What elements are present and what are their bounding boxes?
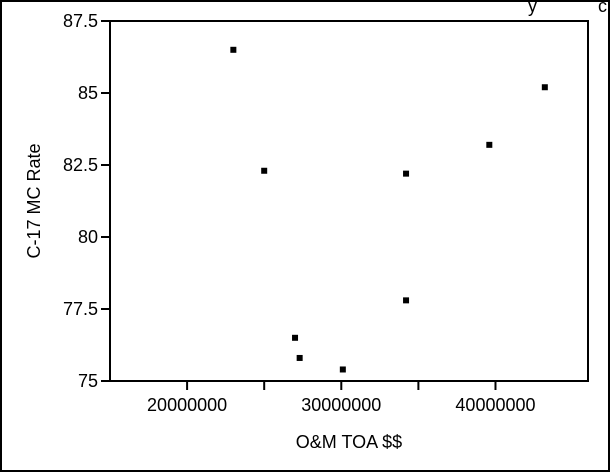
cropped-title-fragment-right: c bbox=[598, 0, 607, 16]
scatter-point bbox=[486, 141, 493, 148]
cropped-title-fragment: y bbox=[528, 0, 537, 16]
scatter-point bbox=[296, 354, 303, 361]
data-points bbox=[230, 46, 548, 373]
scatter-point bbox=[403, 170, 410, 177]
y-tick-label: 77.5 bbox=[63, 299, 98, 319]
y-tick-label: 87.5 bbox=[63, 11, 98, 31]
scatter-point bbox=[541, 84, 548, 91]
scatter-point bbox=[339, 366, 346, 373]
y-tick-label: 75 bbox=[78, 371, 98, 391]
scatter-point bbox=[261, 167, 268, 174]
x-tick-label: 40000000 bbox=[455, 395, 535, 415]
y-tick-label: 80 bbox=[78, 227, 98, 247]
y-axis-title: C-17 MC Rate bbox=[24, 143, 44, 258]
x-axis-title: O&M TOA $$ bbox=[296, 432, 402, 452]
x-axis: 20000000 30000000 40000000 bbox=[147, 381, 536, 415]
y-tick-label: 85 bbox=[78, 83, 98, 103]
scatter-point bbox=[230, 46, 237, 53]
x-tick-label: 30000000 bbox=[301, 395, 381, 415]
x-tick-label: 20000000 bbox=[147, 395, 227, 415]
plot-area bbox=[109, 20, 589, 382]
y-axis: 75 77.5 80 82.5 85 87.5 bbox=[63, 11, 110, 391]
scatter-point bbox=[292, 334, 299, 341]
scatter-point bbox=[403, 297, 410, 304]
y-tick-label: 82.5 bbox=[63, 155, 98, 175]
